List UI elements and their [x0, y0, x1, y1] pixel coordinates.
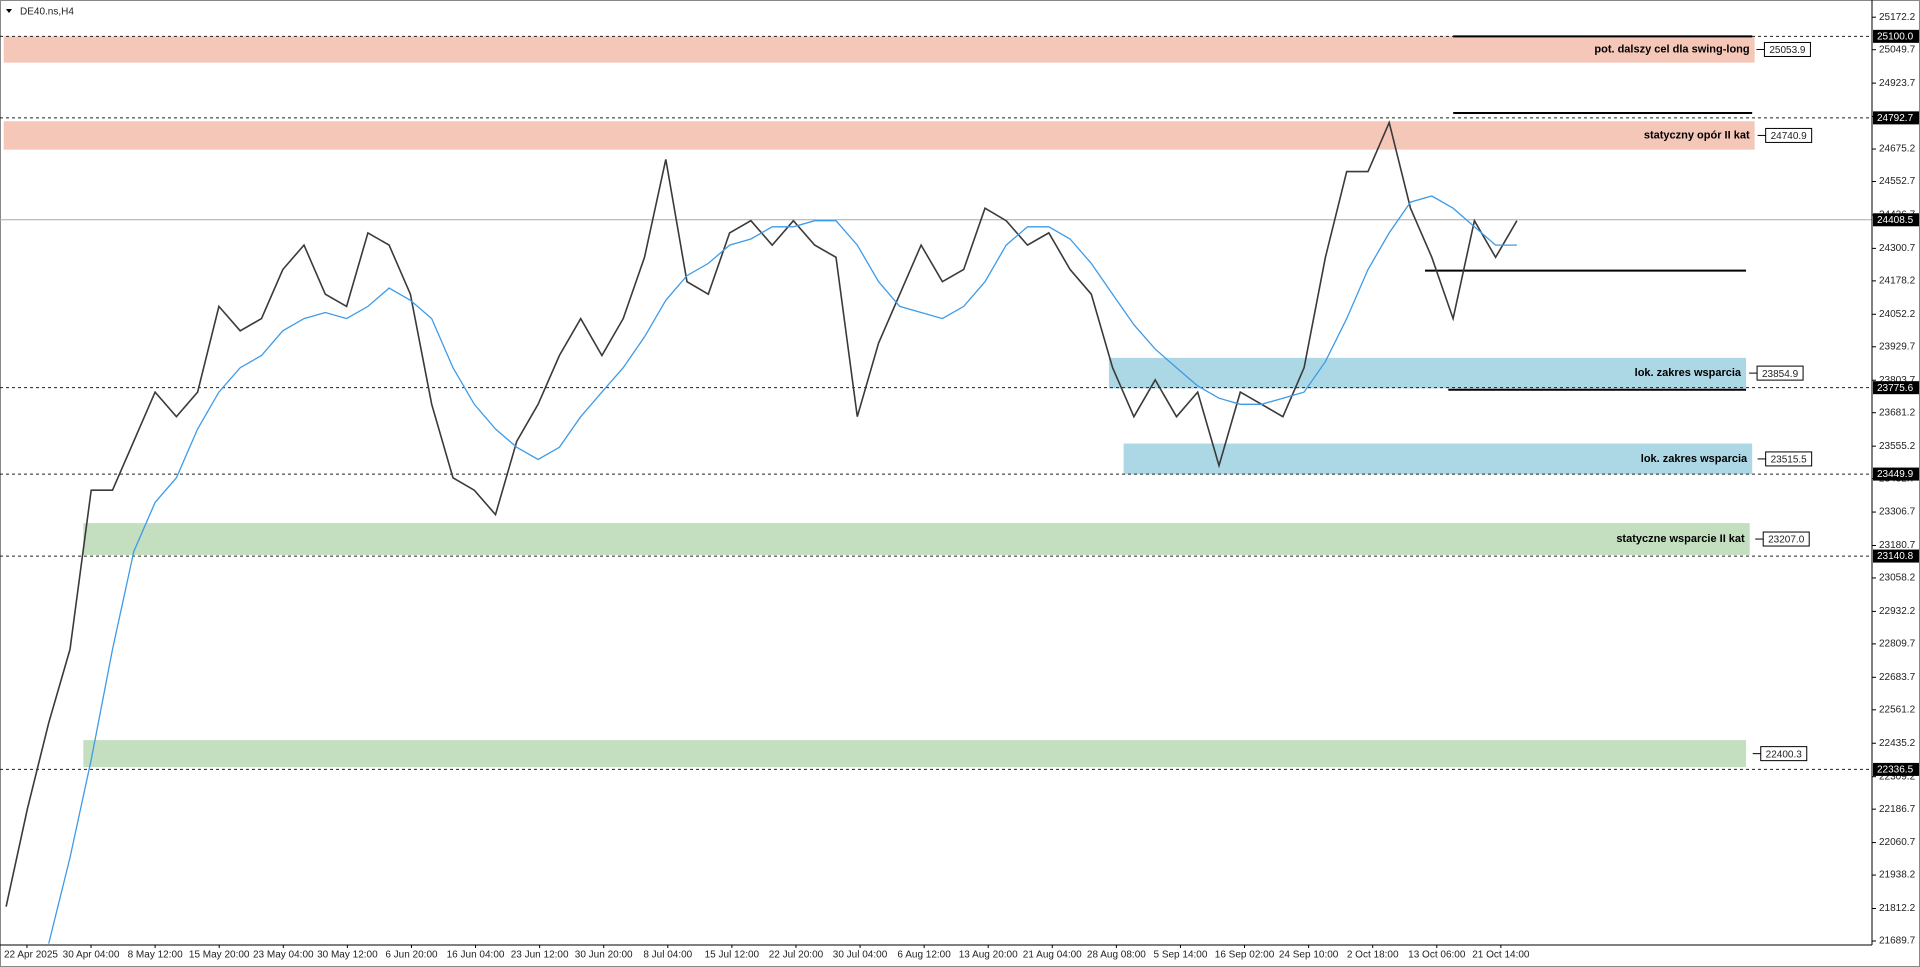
- y-tick-label: 22809.7: [1879, 639, 1916, 650]
- y-tick-label: 23180.7: [1879, 540, 1916, 551]
- x-tick-label: 5 Sep 14:00: [1153, 950, 1207, 961]
- tag-box: [1765, 127, 1813, 143]
- x-tick-label: 21 Oct 14:00: [1472, 950, 1530, 961]
- y-tick-label: 21812.2: [1879, 903, 1916, 914]
- zone-label: statyczny opór II kat: [1644, 129, 1750, 141]
- x-tick-label: 16 Jun 04:00: [447, 950, 505, 961]
- ma-line: [48, 195, 1517, 944]
- x-tick-label: 23 Jun 12:00: [511, 950, 569, 961]
- zone: [1123, 443, 1753, 475]
- zone: [83, 740, 1747, 768]
- menu-arrow[interactable]: [6, 9, 12, 13]
- y-tick-label: 24675.2: [1879, 144, 1916, 155]
- zone: [3, 36, 1755, 63]
- zone-price: 23207.0: [1768, 535, 1805, 546]
- x-tick-label: 6 Aug 12:00: [897, 950, 951, 961]
- x-tick-label: 16 Sep 02:00: [1215, 950, 1275, 961]
- level-label: 24408.5: [1877, 215, 1914, 226]
- tag-box: [1756, 365, 1804, 381]
- level-tag: [1873, 29, 1919, 43]
- y-tick-label: 22683.7: [1879, 672, 1916, 683]
- level-label: 23775.6: [1877, 383, 1914, 394]
- x-tick-label: 2 Oct 18:00: [1347, 950, 1399, 961]
- x-tick-label: 13 Aug 20:00: [959, 950, 1018, 961]
- y-tick-label: 22186.7: [1879, 804, 1916, 815]
- x-tick-label: 21 Aug 04:00: [1023, 950, 1082, 961]
- level-tag: [1873, 213, 1919, 227]
- x-tick-label: 30 Apr 04:00: [63, 950, 120, 961]
- x-tick-label: 30 May 12:00: [317, 950, 378, 961]
- y-tick-label: 25049.7: [1879, 44, 1916, 55]
- y-tick-label: 24552.7: [1879, 176, 1916, 187]
- y-tick-label: 23555.2: [1879, 441, 1916, 452]
- tag-box: [1760, 746, 1808, 762]
- x-tick-label: 30 Jul 04:00: [833, 950, 888, 961]
- zone-label: pot. dalszy cel dla swing-long: [1594, 43, 1749, 55]
- level-tag: [1873, 111, 1919, 125]
- y-tick-label: 22435.2: [1879, 738, 1916, 749]
- y-tick-label: 24923.7: [1879, 78, 1916, 89]
- zone-label: lok. zakres wsparcia: [1635, 367, 1742, 379]
- x-tick-label: 15 Jul 12:00: [705, 950, 760, 961]
- level-tag: [1873, 381, 1919, 395]
- x-tick-label: 15 May 20:00: [189, 950, 250, 961]
- tag-box: [1763, 41, 1811, 57]
- tag-box: [1762, 531, 1810, 547]
- level-tag: [1873, 467, 1919, 481]
- level-tag: [1873, 549, 1919, 563]
- zone: [83, 523, 1750, 555]
- y-tick-label: 23058.2: [1879, 573, 1916, 584]
- x-tick-label: 24 Sep 10:00: [1279, 950, 1339, 961]
- zone-label: statyczne wsparcie II kat: [1616, 533, 1745, 545]
- level-label: 25100.0: [1877, 31, 1914, 42]
- y-tick-label: 23929.7: [1879, 341, 1916, 352]
- y-tick-label: 23803.7: [1879, 375, 1916, 386]
- x-tick-label: 28 Aug 08:00: [1087, 950, 1146, 961]
- zone-price: 22400.3: [1766, 749, 1803, 760]
- y-tick-label: 22309.2: [1879, 771, 1916, 782]
- chart-title: DE40.ns,H4: [20, 7, 74, 18]
- zone-price: 23515.5: [1771, 455, 1808, 466]
- x-tick-label: 6 Jun 20:00: [385, 950, 438, 961]
- level-label: 23449.9: [1877, 469, 1914, 480]
- y-tick-label: 21938.2: [1879, 870, 1916, 881]
- zone-price: 23854.9: [1762, 369, 1799, 380]
- y-tick-label: 24052.2: [1879, 309, 1916, 320]
- y-tick-label: 25172.2: [1879, 12, 1916, 23]
- y-tick-label: 23306.7: [1879, 507, 1916, 518]
- x-tick-label: 8 Jul 04:00: [643, 950, 692, 961]
- y-tick-label: 24300.7: [1879, 243, 1916, 254]
- zone-price: 24740.9: [1771, 131, 1808, 142]
- zone: [3, 121, 1755, 150]
- level-tag: [1873, 762, 1919, 776]
- x-tick-label: 22 Jul 20:00: [769, 950, 824, 961]
- level-label: 24792.7: [1877, 113, 1914, 124]
- y-tick-label: 22932.2: [1879, 606, 1916, 617]
- level-label: 22336.5: [1877, 765, 1914, 776]
- y-tick-label: 23681.2: [1879, 407, 1916, 418]
- zone: [1108, 357, 1747, 389]
- x-tick-label: 8 May 12:00: [128, 950, 183, 961]
- zone-price: 25053.9: [1769, 45, 1806, 56]
- y-tick-label: 22561.2: [1879, 704, 1916, 715]
- zone-label: lok. zakres wsparcia: [1641, 453, 1748, 465]
- y-tick-label: 24178.2: [1879, 276, 1916, 287]
- tag-box: [1765, 451, 1813, 467]
- x-tick-label: 23 May 04:00: [253, 950, 314, 961]
- x-tick-label: 13 Oct 06:00: [1408, 950, 1466, 961]
- y-tick-label: 21689.7: [1879, 936, 1916, 947]
- y-tick-label: 22060.7: [1879, 837, 1916, 848]
- level-label: 23140.8: [1877, 551, 1914, 562]
- x-tick-label: 30 Jun 20:00: [575, 950, 633, 961]
- x-tick-label: 22 Apr 2025: [4, 950, 58, 961]
